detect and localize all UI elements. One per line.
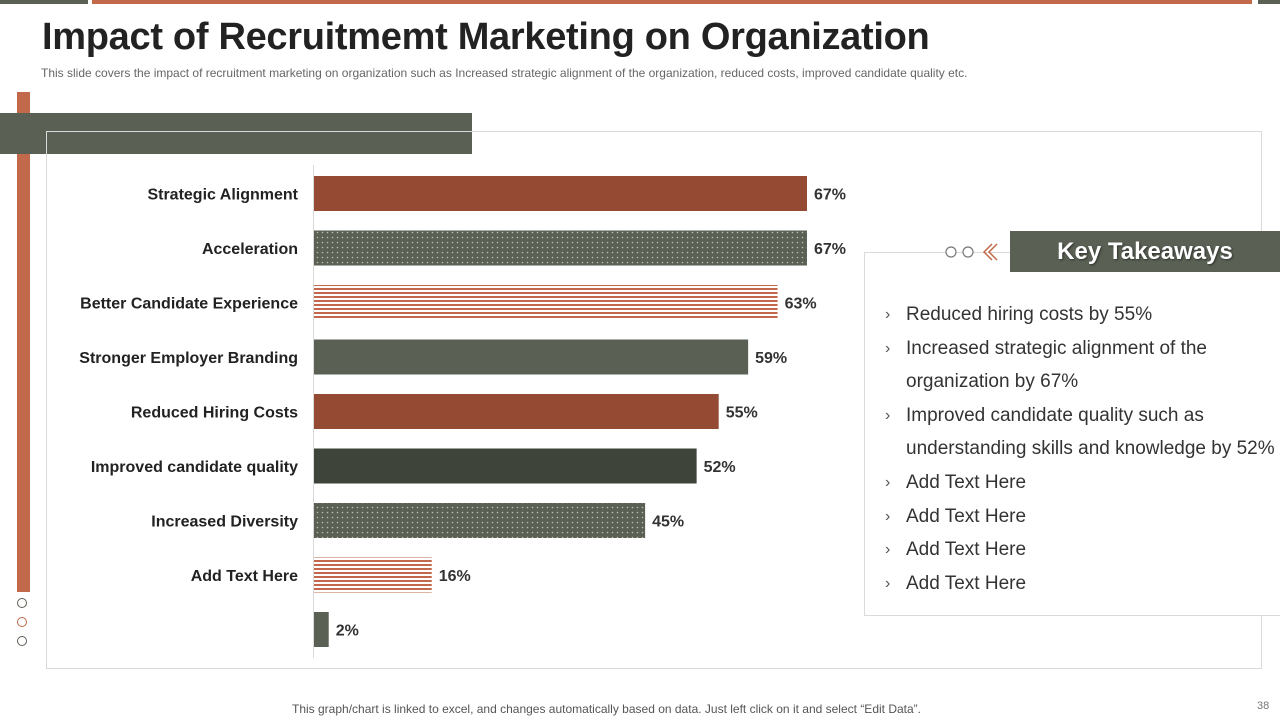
bar-0 <box>314 176 807 211</box>
top-accent-bar <box>92 0 1252 4</box>
category-label: Strategic Alignment <box>147 187 298 204</box>
category-label: Increased Diversity <box>151 514 298 531</box>
chevron-right-icon: › <box>885 473 891 491</box>
value-label: 52% <box>704 459 736 476</box>
takeaway-text: Add Text Here <box>906 471 1027 493</box>
chevron-right-icon: › <box>885 339 891 357</box>
bar-6 <box>314 503 646 538</box>
value-label: 55% <box>726 405 758 422</box>
takeaway-text: Add Text Here <box>906 505 1027 527</box>
slide-subtitle: This slide covers the impact of recruitm… <box>41 66 968 80</box>
category-label: Reduced Hiring Costs <box>131 405 298 422</box>
key-takeaways-box <box>864 252 1280 616</box>
chevron-right-icon: › <box>885 574 891 592</box>
chevron-right-icon: › <box>885 306 891 323</box>
takeaway-item: › Add Text Here <box>885 533 1277 567</box>
category-label: Stronger Employer Branding <box>79 350 298 367</box>
value-label: 67% <box>814 241 846 258</box>
slide-title: Impact of Recruitmemt Marketing on Organ… <box>42 16 930 58</box>
bar-2 <box>314 285 778 320</box>
category-label: Acceleration <box>202 241 298 258</box>
chevron-right-icon: › <box>885 406 891 424</box>
top-accent-bar-end <box>1258 0 1280 4</box>
takeaways-decoration-icon <box>945 243 998 261</box>
category-label: Improved candidate quality <box>91 459 298 476</box>
bar-3 <box>314 339 749 375</box>
takeaway-item: › Add Text Here <box>885 500 1277 534</box>
key-takeaways-list: › Reduced hiring costs by 55% › Increased s… <box>885 298 1277 600</box>
takeaway-text: Increased strategic alignment of the org… <box>906 337 1208 393</box>
value-label: 67% <box>814 187 846 204</box>
value-label: 59% <box>755 350 787 367</box>
bar-1 <box>314 230 807 266</box>
footer-note: This graph/chart is linked to excel, and… <box>292 702 921 716</box>
takeaway-item: › Reduced hiring costs by 55% <box>885 298 1277 332</box>
circle-decoration-icon <box>17 636 27 646</box>
key-takeaways-heading: Key Takeaways <box>1010 231 1280 272</box>
takeaway-text: Add Text Here <box>906 572 1027 594</box>
chevron-right-icon: › <box>885 507 891 525</box>
top-accent-bar-dark <box>0 0 88 4</box>
bar-4 <box>314 394 719 429</box>
takeaway-text: Reduced hiring costs by 55% <box>906 304 1153 325</box>
takeaway-item: › Add Text Here <box>885 567 1277 601</box>
value-label: 16% <box>439 568 471 585</box>
takeaway-item: › Improved candidate quality such as unde… <box>885 399 1277 466</box>
category-label: Add Text Here <box>191 568 298 585</box>
left-accent-strip <box>17 92 30 592</box>
category-label: Better Candidate Experience <box>80 296 298 313</box>
bar-8 <box>314 612 329 647</box>
value-label: 63% <box>785 296 817 313</box>
circle-decoration-icon <box>17 598 27 608</box>
takeaway-item: › Add Text Here <box>885 466 1277 500</box>
value-label: 2% <box>336 623 359 640</box>
value-label: 45% <box>652 514 684 531</box>
takeaway-text: Improved candidate quality such as under… <box>906 404 1275 460</box>
chevron-right-icon: › <box>885 541 891 559</box>
bar-7 <box>314 557 432 593</box>
bar-chart: Strategic Alignment 67% Acceleration 67% Bet… <box>79 165 846 658</box>
page-number: 38 <box>1257 700 1270 712</box>
header-band <box>0 113 472 154</box>
bar-5 <box>314 448 697 484</box>
takeaway-text: Add Text Here <box>906 539 1027 561</box>
circle-decoration-icon <box>17 617 27 627</box>
takeaway-item: › Increased strategic alignment of the or… <box>885 332 1277 399</box>
